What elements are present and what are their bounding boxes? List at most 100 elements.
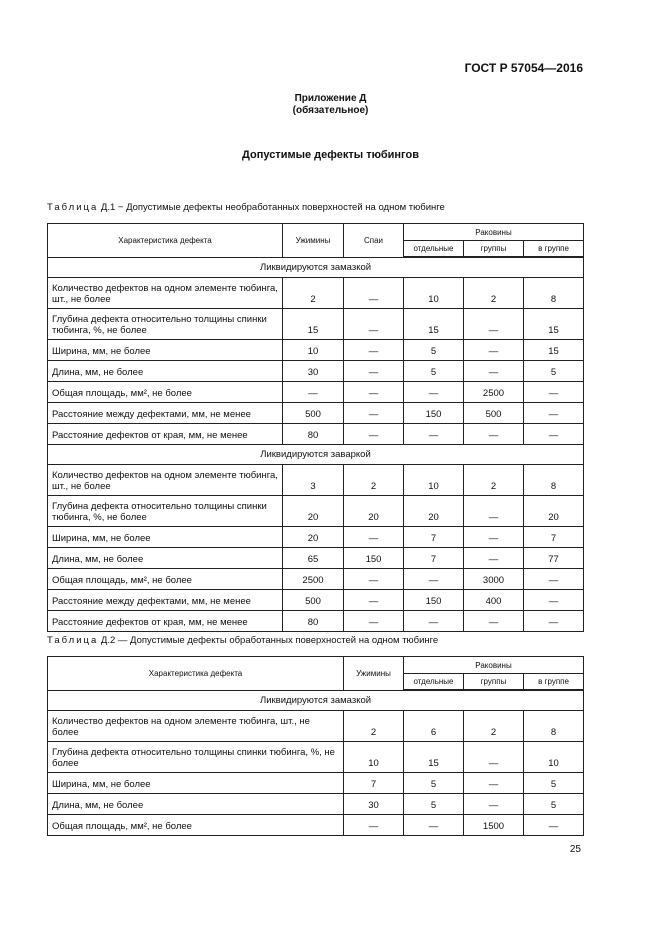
row-value: — <box>343 610 404 632</box>
row-value: 150 <box>403 402 464 424</box>
row-label: Расстояние между дефектами, мм, не менее <box>47 589 283 611</box>
section-title: Допустимые дефекты тюбингов <box>242 149 419 161</box>
table-d1: Характеристика дефекта Ужимины Спаи Раковин… <box>46 223 585 632</box>
row-value: — <box>463 547 524 569</box>
table-row: Количество дефектов на одном элементе тю… <box>47 277 585 309</box>
row-value: — <box>343 589 404 611</box>
row-label: Количество дефектов на одном элементе тю… <box>47 277 283 309</box>
table-row: Расстояние дефектов от края, мм, не мене… <box>47 423 585 445</box>
header-column: Ужимины <box>343 656 404 691</box>
row-label: Количество дефектов на одном элементе тю… <box>47 710 344 742</box>
header-characteristic: Характеристика дефекта <box>47 223 283 258</box>
table-row: Ширина, мм, не более 10—5—15 <box>47 339 585 361</box>
row-value: 15 <box>403 741 464 773</box>
row-value: — <box>463 526 524 548</box>
row-value: — <box>343 402 404 424</box>
table-row: Количество дефектов на одном элементе тю… <box>47 710 585 742</box>
row-value: 7 <box>403 526 464 548</box>
row-value: — <box>343 423 404 445</box>
row-value: 150 <box>343 547 404 569</box>
row-value: 10 <box>403 277 464 309</box>
document-code: ГОСТ Р 57054—2016 <box>464 61 583 75</box>
header-subcolumn: в группе <box>522 673 585 691</box>
section-row: Ликвидируются замазкой <box>46 689 585 711</box>
row-value: — <box>463 360 524 382</box>
row-value: 15 <box>522 308 585 340</box>
row-value: 5 <box>403 793 464 815</box>
row-label: Глубина дефекта относительно толщины спи… <box>47 741 344 773</box>
row-value: 20 <box>403 495 464 527</box>
row-value: — <box>522 814 585 836</box>
row-value: 15 <box>403 308 464 340</box>
row-value: — <box>463 610 524 632</box>
row-value: 15 <box>282 308 344 340</box>
row-value: — <box>522 568 585 590</box>
annex-status: (обязательное) <box>292 105 369 116</box>
row-value: — <box>343 308 404 340</box>
header-column: Спаи <box>343 223 404 258</box>
row-value: 30 <box>282 360 344 382</box>
row-value: 5 <box>522 772 585 794</box>
row-value: 5 <box>403 772 464 794</box>
row-value: 150 <box>403 589 464 611</box>
row-value: — <box>463 423 524 445</box>
section-row: Ликвидируются замазкой <box>46 256 585 278</box>
row-value: 7 <box>343 772 404 794</box>
row-value: 2 <box>463 277 524 309</box>
table-row: Общая площадь, мм², не более — — —2500— <box>47 381 585 403</box>
row-label: Длина, мм, не более <box>47 360 283 382</box>
row-value: 8 <box>522 464 585 496</box>
row-label: Ширина, мм, не более <box>47 526 283 548</box>
header-subcolumn: группы <box>463 240 524 258</box>
header-subcolumn: отдельные <box>403 240 464 258</box>
row-value: 7 <box>403 547 464 569</box>
table-row: Длина, мм, не более 30 5—5 <box>47 793 585 815</box>
row-value: 400 <box>463 589 524 611</box>
header-characteristic: Характеристика дефекта <box>47 656 344 691</box>
table1-caption: Таблица Д.1 − Допустимые дефекты необраб… <box>47 202 445 213</box>
row-value: 2 <box>463 464 524 496</box>
row-label: Общая площадь, мм², не более <box>47 381 283 403</box>
table-row: Длина, мм, не более 65 150 7—77 <box>47 547 585 569</box>
header-subcolumn: группы <box>463 673 524 691</box>
row-value: 2 <box>343 464 404 496</box>
table-row: Общая площадь, мм², не более 2500— —3000— <box>47 568 585 590</box>
row-label: Длина, мм, не более <box>47 547 283 569</box>
header-group: Раковины <box>402 223 585 241</box>
annex-title: Приложение Д <box>294 93 367 104</box>
row-value: 15 <box>522 339 585 361</box>
row-value: 20 <box>343 495 404 527</box>
table-row: Глубина дефекта относительно толщины спи… <box>47 495 585 527</box>
row-label: Количество дефектов на одном элементе тю… <box>47 464 283 496</box>
table-row: Глубина дефекта относительно толщины спи… <box>47 308 585 340</box>
row-value: 30 <box>343 793 404 815</box>
section-row: Ликвидируются заваркой <box>46 444 585 465</box>
row-value: 20 <box>282 526 344 548</box>
row-value: 77 <box>522 547 585 569</box>
row-value: 80 <box>282 610 344 632</box>
table2-caption: Таблица Д.2 — Допустимые дефекты обработ… <box>47 635 438 646</box>
table-row: Ширина, мм, не более 7 5—5 <box>47 772 585 794</box>
row-value: 5 <box>522 360 585 382</box>
caption-prefix: Таблица <box>47 202 99 213</box>
row-label: Глубина дефекта относительно толщины спи… <box>47 308 283 340</box>
row-value: — <box>343 381 404 403</box>
row-value: 500 <box>282 589 344 611</box>
row-value: — <box>463 308 524 340</box>
row-value: — <box>403 610 464 632</box>
row-value: 10 <box>522 741 585 773</box>
row-value: — <box>403 423 464 445</box>
row-label: Расстояние дефектов от края, мм, не мене… <box>47 610 283 632</box>
row-value: 500 <box>282 402 344 424</box>
row-value: — <box>403 568 464 590</box>
row-value: 5 <box>403 360 464 382</box>
row-value: 5 <box>403 339 464 361</box>
header-group: Раковины <box>402 656 585 674</box>
row-value: — <box>343 339 404 361</box>
row-value: — <box>463 793 524 815</box>
row-value: — <box>522 423 585 445</box>
header-subcolumn: отдельные <box>403 673 464 691</box>
table-row: Глубина дефекта относительно толщины спи… <box>47 741 585 773</box>
row-value: 10 <box>403 464 464 496</box>
row-value: 1500 <box>463 814 524 836</box>
